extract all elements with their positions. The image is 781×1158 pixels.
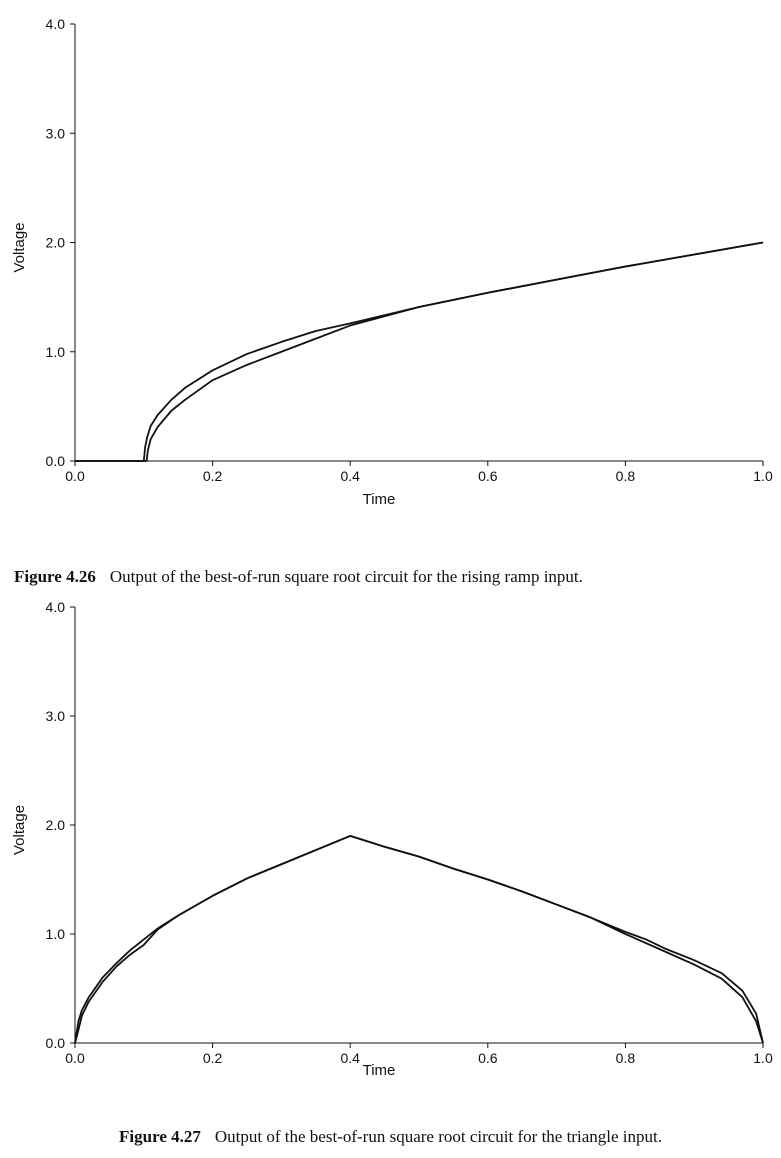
caption-figure-4-27: Figure 4.27 Output of the best-of-run squ… (0, 1127, 781, 1147)
x-axis-title: Time (363, 491, 396, 508)
x-tick-label: 0.4 (340, 1050, 360, 1066)
caption-number: Figure 4.26 (14, 567, 96, 586)
y-tick-label: 3.0 (46, 125, 66, 141)
caption-figure-4-26: Figure 4.26 Output of the best-of-run squ… (14, 567, 781, 587)
y-tick-label: 2.0 (46, 235, 66, 251)
x-tick-label: 0.8 (616, 1050, 636, 1066)
series-line-2 (75, 241, 764, 462)
x-tick-label: 0.0 (65, 468, 85, 484)
x-tick-label: 0.6 (478, 468, 498, 484)
y-axis-title: Voltage (11, 805, 28, 855)
y-tick-label: 1.0 (46, 344, 66, 360)
y-tick-label: 2.0 (46, 817, 66, 833)
figure-4-27: 0.0 1.0 2.0 3.0 4.0 0.0 0.2 0.4 0.6 0.8 1.0 Time Vol… (0, 588, 781, 1108)
chart-triangle: 0.0 1.0 2.0 3.0 4.0 0.0 0.2 0.4 0.6 0.8 1.0 Time Vol… (11, 599, 773, 1079)
x-axis-title: Time (363, 1062, 396, 1079)
figure-4-26: 0.0 1.0 2.0 3.0 4.0 0.0 0.2 0.4 0.6 0.8 1.0 Time Vol… (0, 0, 781, 520)
caption-text: Output of the best-of-run square root ci… (109, 567, 583, 586)
x-tick-label: 0.6 (478, 1050, 498, 1066)
y-axis-title: Voltage (11, 222, 28, 272)
x-tick-label: 0.8 (616, 468, 636, 484)
x-tick-label: 0.2 (203, 1050, 223, 1066)
caption-number: Figure 4.27 (119, 1127, 201, 1146)
y-tick-label: 0.0 (46, 453, 66, 469)
x-tick-label: 1.0 (753, 468, 773, 484)
y-tick-label: 4.0 (46, 599, 66, 615)
x-tick-label: 0.2 (203, 468, 223, 484)
x-tick-label: 0.4 (340, 468, 360, 484)
series-line-1 (75, 241, 764, 462)
y-tick-label: 3.0 (46, 708, 66, 724)
y-tick-label: 0.0 (46, 1035, 66, 1051)
y-tick-label: 4.0 (46, 16, 66, 32)
series-line-1 (74, 835, 764, 1044)
chart-rising-ramp: 0.0 1.0 2.0 3.0 4.0 0.0 0.2 0.4 0.6 0.8 1.0 Time Vol… (11, 16, 773, 508)
x-tick-label: 0.0 (65, 1050, 85, 1066)
caption-text: Output of the best-of-run square root ci… (214, 1127, 662, 1146)
x-tick-label: 1.0 (753, 1050, 773, 1066)
y-tick-label: 1.0 (46, 926, 66, 942)
series-line-2 (74, 835, 764, 1044)
